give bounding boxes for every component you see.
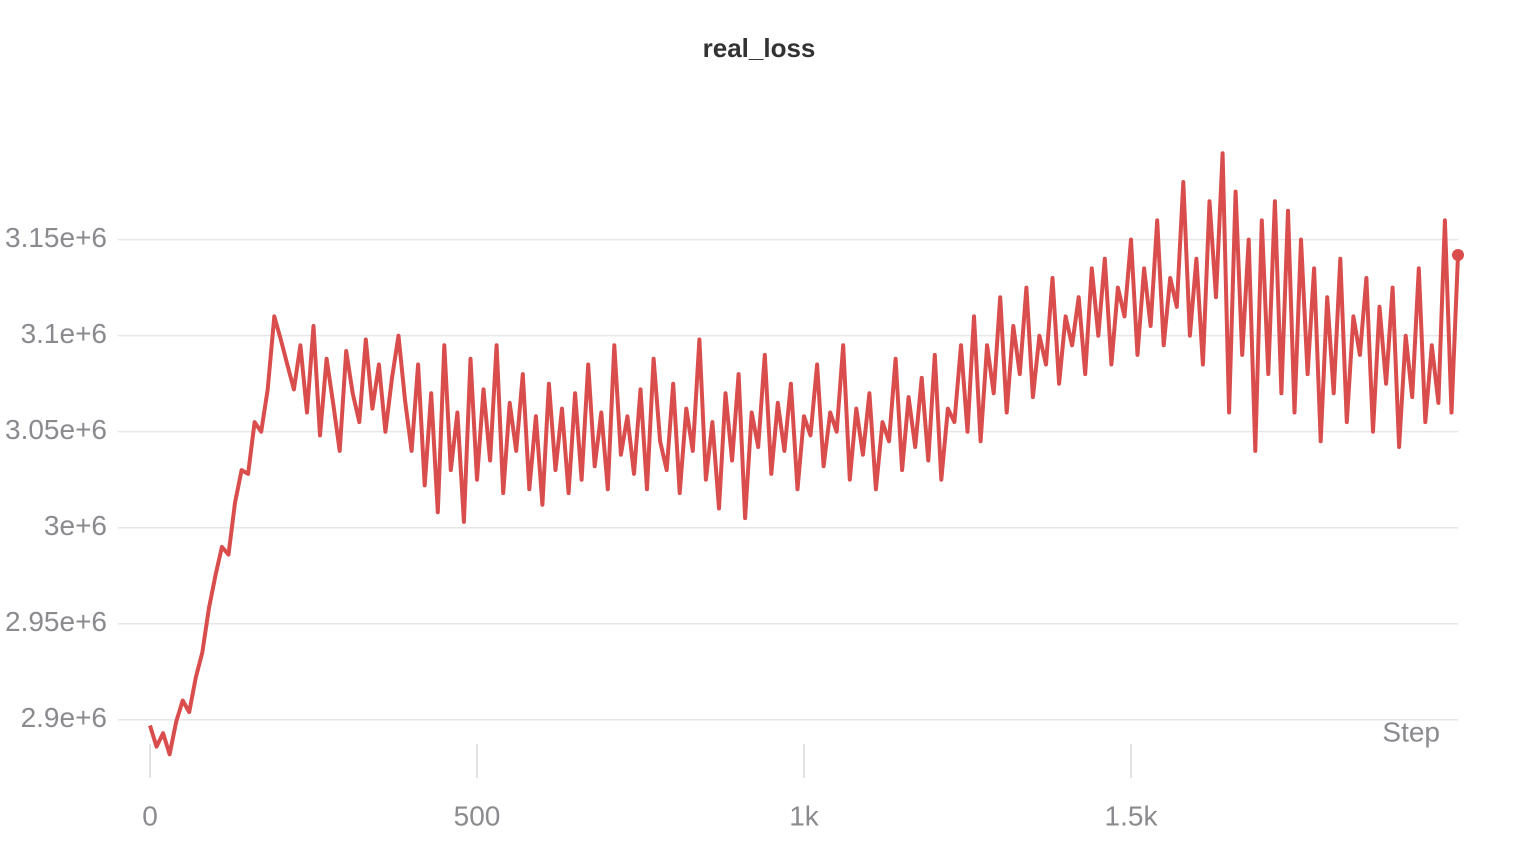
y-tick-label: 3e+6 [44,510,107,541]
x-tick-label: 1.5k [1105,800,1159,831]
chart-title: real_loss [703,33,816,63]
x-tick-label: 500 [454,800,501,831]
x-tick-label: 1k [789,800,820,831]
x-tick-label: 0 [142,800,158,831]
last-point [1452,248,1464,261]
loss-line [148,151,1460,757]
y-tick-label: 3.15e+6 [5,222,107,253]
y-tick-label: 3.05e+6 [5,414,107,445]
y-tick-label: 3.1e+6 [21,318,107,349]
x-axis-label: Step [1382,716,1440,747]
y-tick-label: 2.95e+6 [5,606,107,637]
y-tick-label: 2.9e+6 [21,702,107,733]
